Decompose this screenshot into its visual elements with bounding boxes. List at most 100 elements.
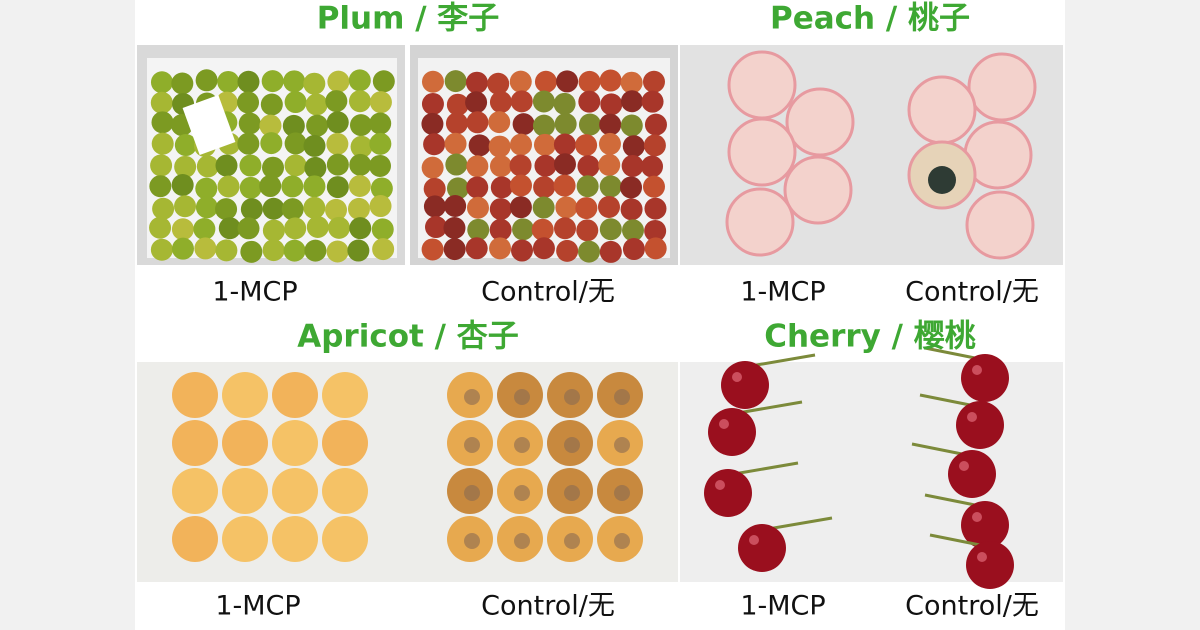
control-label: Control/无 [481,591,615,622]
plum [511,239,534,262]
plum [281,175,304,198]
plum [575,134,598,157]
plum [509,196,532,219]
plum [195,196,218,219]
apricot-rot [564,437,580,453]
apricot [272,468,318,514]
plum [349,153,372,176]
apricot-rot [464,437,480,453]
panel-title: Peach / 桃子 [770,1,970,37]
plum [150,71,173,94]
peach [967,52,1037,122]
plum [553,153,576,176]
plum [467,218,490,241]
peach-rot [928,166,956,194]
plum [534,154,557,177]
plum [578,240,601,263]
apricot-rot [514,533,530,549]
plum [371,218,394,241]
plum [487,72,510,95]
plum [150,91,173,114]
apricot [222,516,268,562]
plum [284,154,307,177]
peach [907,75,977,145]
plum [423,195,446,218]
cherry [961,354,1009,402]
plum [531,218,554,241]
panel-title: Apricot / 杏子 [297,319,519,355]
plum [600,93,623,116]
plum [466,155,489,178]
apricot [272,372,318,418]
cherry-shine [959,461,969,471]
plum [424,216,447,239]
plum [350,135,373,158]
apricot-rot [514,389,530,405]
plum [444,70,467,93]
cherry-shine [715,480,725,490]
plum [282,114,305,137]
plum [620,198,643,221]
plum [239,176,262,199]
apricot [272,516,318,562]
plum [622,219,645,242]
plum [489,198,512,221]
apricot [172,420,218,466]
plum [369,91,392,114]
plum [622,238,645,261]
plum [305,93,328,116]
control-label: Control/无 [905,591,1039,622]
plum [348,90,371,113]
panel-title: Cherry / 樱桃 [764,319,976,355]
control-label: Control/无 [905,277,1039,308]
peach [785,87,855,157]
plum [193,217,216,240]
plum [641,90,664,113]
apricot-rot [514,437,530,453]
plum [599,69,622,92]
plum [578,90,601,113]
plum [556,70,579,93]
plum [174,134,197,157]
plum [620,114,643,137]
plum [217,70,240,93]
plum [446,177,469,200]
plum [554,112,577,135]
plum [215,198,238,221]
plum [304,156,327,179]
plum [284,91,307,114]
apricot [222,468,268,514]
plum [262,197,285,220]
apricot [172,516,218,562]
plum [237,91,260,114]
plum [326,111,349,134]
plum [215,239,238,262]
plum [489,218,512,241]
plum-tag [182,95,236,155]
plum [349,217,372,240]
plum [533,176,556,199]
plum [488,135,511,158]
plum [553,174,576,197]
plum [599,113,622,136]
cherry-shine [732,372,742,382]
plum [532,90,555,113]
plum [304,239,327,262]
plum [370,177,393,200]
plum [284,217,307,240]
plum [151,132,174,155]
plum [512,113,535,136]
plum [642,70,665,93]
plum [578,70,601,93]
plum [421,70,444,93]
plum [372,70,395,93]
plum [369,154,392,177]
plum [641,155,664,178]
apricot [222,372,268,418]
apricot [272,420,318,466]
apricot [172,372,218,418]
plum [196,155,219,178]
plum [151,111,174,134]
apricot-rot [564,533,580,549]
